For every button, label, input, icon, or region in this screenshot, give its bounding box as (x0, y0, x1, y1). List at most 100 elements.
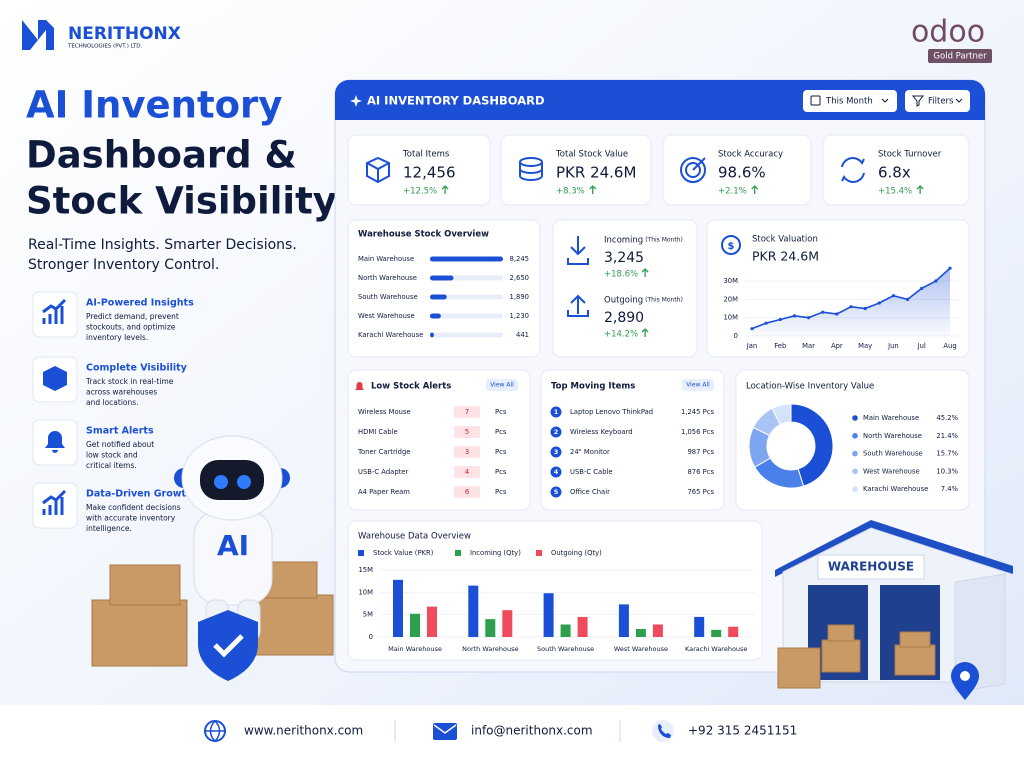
item-name: USB-C Cable (570, 468, 613, 476)
line-point (835, 312, 839, 316)
kpi-icon (366, 156, 390, 184)
card (347, 369, 531, 511)
item-qty: 5 (465, 428, 469, 436)
phone-icon-bg (652, 720, 674, 742)
line-point (863, 306, 867, 311)
kpi-label: Stock Turnover (878, 150, 942, 160)
bar (430, 275, 454, 281)
legend-swatch (536, 550, 542, 556)
card (347, 219, 541, 358)
y-tick-label: 30M (723, 277, 738, 285)
category-label: North Warehouse (358, 274, 417, 282)
view-all-button[interactable] (486, 379, 518, 391)
view-all-link[interactable]: View All (490, 382, 514, 389)
hero-tagline: Stronger Inventory Control. (28, 257, 219, 273)
feature-text: across warehouses (86, 388, 157, 397)
bar (618, 604, 629, 637)
bar (635, 628, 646, 637)
view-all-button[interactable] (682, 379, 714, 391)
x-tick-label: West Warehouse (614, 645, 668, 653)
feature-text: Track stock in real-time (85, 377, 174, 386)
rank-number: 1 (554, 408, 559, 416)
mail-icon-flap (433, 724, 457, 734)
rank-badge (550, 486, 562, 498)
incoming-label: Incoming (604, 236, 643, 246)
rank-number: 4 (554, 468, 559, 476)
filter-icon (911, 95, 925, 107)
item-qty: 765 Pcs (687, 488, 714, 496)
outgoing-period: (This Month) (645, 297, 683, 304)
chart-title: Location-Wise Inventory Value (746, 382, 874, 392)
bar (652, 624, 663, 637)
value-label: 45.2% (936, 414, 958, 422)
bar (393, 579, 403, 637)
period-filter-label[interactable]: This Month (825, 97, 873, 107)
legend-swatch (852, 415, 858, 421)
item-qty: 4 (465, 468, 469, 476)
phone-icon (658, 724, 671, 738)
value-label: 1,890 (510, 293, 529, 301)
x-tick-label: North Warehouse (462, 645, 518, 653)
x-tick-label: Main Warehouse (388, 645, 442, 653)
warehouse-sign-bg (817, 554, 925, 580)
item-qty: 6 (465, 488, 469, 496)
qty-badge (454, 486, 480, 498)
kpi-change: +15.4% (878, 187, 912, 197)
item-name: Laptop Lenovo ThinkPad (570, 408, 653, 416)
partner-badge: Gold Partner (933, 52, 987, 62)
feature-text: and locations. (86, 398, 139, 407)
card (347, 520, 763, 661)
dashboard-title: AI INVENTORY DASHBOARD (367, 94, 545, 108)
line-point (905, 297, 910, 301)
valuation-icon-glyph: $ (728, 241, 735, 252)
line-point (750, 327, 754, 331)
value-label: 2,650 (510, 274, 529, 282)
shield-check (213, 634, 244, 658)
bar (728, 626, 739, 637)
kpi-icon (841, 157, 865, 183)
kpi-value: 12,456 (403, 164, 456, 182)
bar (410, 613, 420, 637)
legend-swatch (852, 433, 858, 439)
feature-icon (42, 298, 67, 324)
feature-icon (43, 366, 67, 391)
globe-icon-lines (205, 720, 225, 743)
x-tick-label: Jun (887, 342, 899, 350)
feature-text: intelligence. (86, 524, 132, 533)
footer-email[interactable]: info@nerithonx.com (471, 724, 593, 738)
period-filter-button[interactable] (803, 90, 897, 112)
footer-website[interactable]: www.nerithonx.com (244, 724, 363, 738)
outgoing-icon (567, 294, 589, 317)
legend-label: South Warehouse (863, 450, 923, 458)
item-unit: Pcs (495, 448, 507, 456)
hero-title: Dashboard & (26, 134, 297, 177)
view-all-link[interactable]: View All (686, 382, 710, 389)
bar (560, 624, 571, 637)
item-name: 24" Monitor (570, 448, 610, 456)
x-tick-label: Feb (774, 342, 786, 350)
line-point (792, 314, 797, 318)
item-unit: Pcs (495, 408, 507, 416)
warehouse-roof (775, 520, 1013, 577)
card (347, 134, 491, 206)
cardboard-box (899, 631, 931, 648)
feature-title: Complete Visibility (86, 363, 188, 374)
kpi-value: 6.8x (878, 164, 911, 182)
outgoing-value: 2,890 (604, 310, 644, 326)
value-label: 7.4% (941, 485, 959, 493)
bar-track (430, 332, 503, 338)
mail-icon (433, 723, 457, 740)
item-qty: 3 (465, 448, 469, 456)
feature-title: AI-Powered Insights (86, 298, 194, 309)
rank-number: 5 (554, 488, 559, 496)
card (540, 369, 725, 511)
section-title: Low Stock Alerts (371, 382, 451, 392)
outgoing-change: +14.2% (604, 330, 638, 340)
feature-text: Make confident decisions (86, 503, 181, 512)
location-pin-dot (960, 671, 970, 681)
kpi-value: PKR 24.6M (556, 164, 636, 182)
filters-label[interactable]: Filters (928, 97, 954, 107)
robot-visor (200, 460, 264, 500)
area (752, 268, 950, 336)
cardboard-box (894, 644, 936, 676)
